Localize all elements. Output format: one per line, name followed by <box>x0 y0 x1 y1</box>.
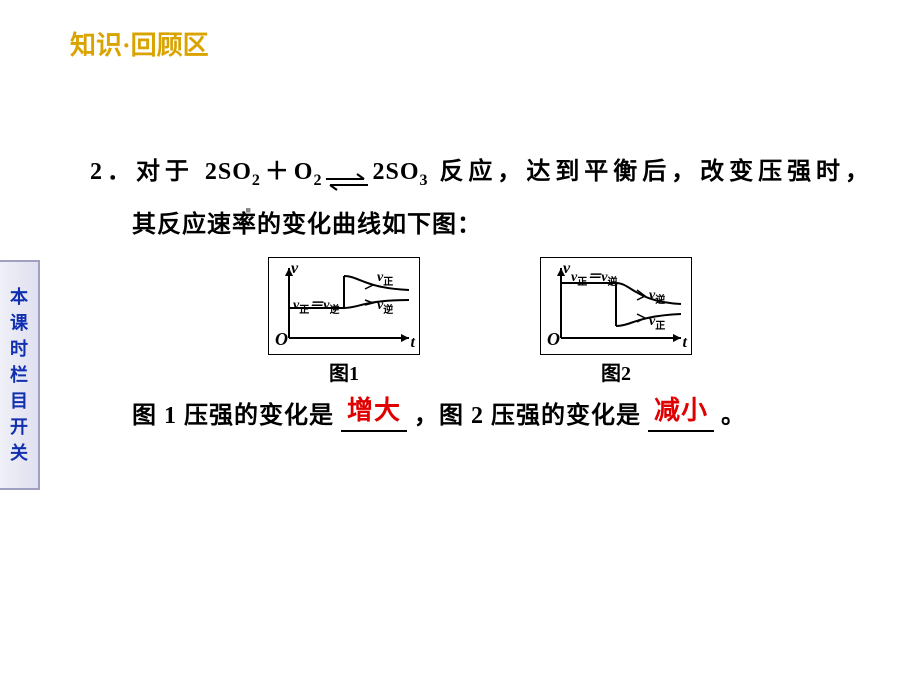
eq-sub: 2 <box>252 172 261 189</box>
y-axis-label: v <box>563 260 570 278</box>
eq-sub: 2 <box>313 172 322 189</box>
blank-1: 增大 <box>341 401 407 432</box>
sidebar-char: 时 <box>10 336 28 362</box>
sidebar-char: 本 <box>10 284 28 310</box>
chart-1-frame: v t O v正＝v逆 v正 v逆 <box>268 257 420 355</box>
text: 。 <box>721 403 746 429</box>
charts-row: v t O v正＝v逆 v正 v逆 ▪ 图1 <box>90 257 870 386</box>
chart-1: v t O v正＝v逆 v正 v逆 ▪ 图1 <box>268 257 420 386</box>
answer-1: 增大 <box>347 396 401 425</box>
eq: ＋O <box>261 159 314 185</box>
curve-top-label: v逆 <box>649 288 665 306</box>
curve-bot-label: v逆 <box>377 298 393 316</box>
eq: 2SO <box>372 159 419 185</box>
separator-dot: ▪ <box>245 200 251 221</box>
origin-label: O <box>275 329 288 350</box>
blank-2: 减小 <box>648 401 714 432</box>
section-header: 知识·回顾区 <box>70 25 209 62</box>
x-axis-label: t <box>411 334 415 352</box>
chart-2: v t O v正＝v逆 v逆 v正 图2 <box>540 257 692 386</box>
origin-label: O <box>547 329 560 350</box>
chart-1-caption: 图1 <box>329 357 359 386</box>
text: 对于 <box>136 159 205 185</box>
sidebar-char: 开 <box>10 414 28 440</box>
sidebar-tab: 本 课 时 栏 目 开 关 <box>0 260 40 490</box>
curve-top-label: v正 <box>377 270 393 288</box>
question-line1: 2．对于 2SO2＋O22SO3 反应，达到平衡后，改变压强时， <box>90 150 870 203</box>
chart-2-frame: v t O v正＝v逆 v逆 v正 <box>540 257 692 355</box>
content-area: 2．对于 2SO2＋O22SO3 反应，达到平衡后，改变压强时， 其反应速率的变… <box>90 150 870 436</box>
curve-bot-label: v正 <box>649 314 665 332</box>
q-number: 2． <box>90 159 136 185</box>
fill-in-line: 图 1 压强的变化是 增大 ，图 2 压强的变化是 减小 。 <box>132 396 870 436</box>
sidebar-char: 关 <box>10 440 28 466</box>
answer-2: 减小 <box>654 396 708 425</box>
question-line2: 其反应速率的变化曲线如下图： <box>132 203 870 247</box>
equilibrium-arrow-icon <box>324 163 370 183</box>
eq: 2SO <box>205 159 252 185</box>
eq-line-label: v正＝v逆 <box>293 294 339 316</box>
eq-line-label: v正＝v逆 <box>571 266 617 288</box>
x-axis-label: t <box>683 334 687 352</box>
sidebar-char: 栏 <box>10 362 28 388</box>
sidebar-char: 目 <box>10 388 28 414</box>
y-axis-label: v <box>291 260 298 278</box>
chart-2-caption: 图2 <box>601 357 631 386</box>
text: 图 1 压强的变化是 <box>132 403 334 429</box>
sidebar-char: 课 <box>10 310 28 336</box>
text: 反应，达到平衡后，改变压强时， <box>428 159 870 185</box>
text: ，图 2 压强的变化是 <box>414 403 641 429</box>
